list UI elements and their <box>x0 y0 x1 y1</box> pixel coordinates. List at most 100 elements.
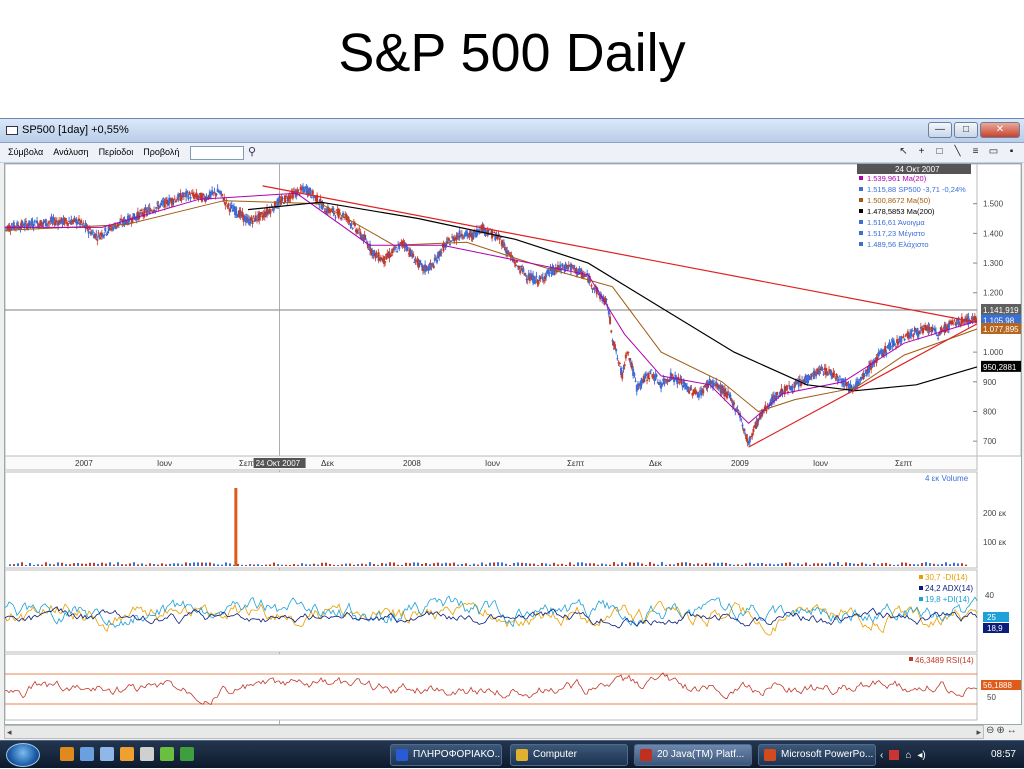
zoom-in-icon[interactable]: ⊕ <box>996 725 1005 736</box>
volume-bar <box>321 562 323 566</box>
candle-body <box>307 189 310 195</box>
taskbar-button-powerpoint[interactable]: Microsoft PowerPo... <box>758 744 876 766</box>
candle-body <box>511 259 514 262</box>
word-icon <box>396 749 408 761</box>
candle-body <box>178 194 181 197</box>
x-tick-label: Σεπτ <box>895 459 913 468</box>
window-titlebar[interactable]: SP500 [1day] +0,55% — □ ✕ <box>0 119 1024 143</box>
minimize-button[interactable]: — <box>928 122 952 138</box>
price-tag-box <box>981 303 1021 315</box>
candle-body <box>847 383 850 390</box>
candle-body <box>358 228 361 230</box>
volume-bar <box>445 562 447 566</box>
candle-body <box>571 264 573 267</box>
save-icon[interactable]: ▪ <box>1009 146 1014 157</box>
candle-body <box>885 351 888 354</box>
candle-body <box>537 280 540 285</box>
candle-body <box>13 225 16 228</box>
show-desktop-icon[interactable] <box>80 747 94 761</box>
volume-bar <box>69 564 71 566</box>
menu-analysis[interactable]: Ανάλυση <box>53 147 89 157</box>
crosshair-date-box <box>253 458 306 468</box>
volume-bar <box>929 563 931 566</box>
candle-body <box>228 208 231 212</box>
candle-body <box>581 274 584 276</box>
candle-body <box>902 336 905 338</box>
scroll-left-icon[interactable]: ◂ <box>7 727 12 737</box>
close-button[interactable]: ✕ <box>980 122 1020 138</box>
taskbar-button-word[interactable]: ΠΛΗΡΟΦΟΡΙΑΚΟ... <box>390 744 502 766</box>
candle-body <box>423 266 426 270</box>
candle-body <box>394 246 397 248</box>
taskbar-button-computer[interactable]: Computer <box>510 744 628 766</box>
crosshair-tool-icon[interactable]: + <box>918 146 925 157</box>
candle-body <box>59 221 62 225</box>
price-tag-box <box>981 360 1021 372</box>
menu-view[interactable]: Προβολή <box>143 147 180 157</box>
tray-app-icon[interactable] <box>889 750 900 760</box>
volume-bar <box>45 562 47 566</box>
candle-body <box>452 236 455 242</box>
candle-body <box>329 211 332 213</box>
candle-body <box>848 384 851 391</box>
menu-periods[interactable]: Περίοδοι <box>98 147 134 157</box>
fit-icon[interactable]: ↔ <box>1006 725 1017 736</box>
switch-windows-icon[interactable] <box>100 747 114 761</box>
chart-area[interactable]: 1.500 1.400 1.300 1.200 1.000 900 800 700 1.141,… <box>4 163 1022 725</box>
rectangle-tool-icon[interactable]: □ <box>936 146 943 157</box>
scroll-right-icon[interactable]: ▸ <box>976 727 981 737</box>
candle-body <box>539 277 542 279</box>
volume-icon[interactable]: ◂) <box>917 749 926 761</box>
ma20-line <box>5 192 978 424</box>
line-tool-icon[interactable]: ╲ <box>954 146 961 157</box>
network-icon[interactable]: ⌂ <box>905 749 912 761</box>
clock: 08:57 <box>990 749 1016 760</box>
volume-bar <box>709 563 711 566</box>
candle-body <box>324 212 327 214</box>
lines-tool-icon[interactable]: ≡ <box>972 146 979 157</box>
java-icon[interactable] <box>140 747 154 761</box>
candle-body <box>708 378 711 383</box>
menu-symbols[interactable]: Σύμβολα <box>8 147 44 157</box>
candle-body <box>194 194 197 196</box>
search-icon[interactable]: ⚲ <box>248 146 257 158</box>
app-icon[interactable] <box>160 747 174 761</box>
candle-body <box>151 211 154 213</box>
volume-bar <box>129 563 131 566</box>
candle-body <box>878 351 881 353</box>
candle-body <box>208 191 211 198</box>
volume-bar <box>645 564 647 566</box>
candle-body <box>312 196 315 199</box>
candle-body <box>57 222 60 226</box>
volume-bar <box>937 564 939 566</box>
app-icon-2[interactable] <box>180 747 194 761</box>
candle-body <box>508 252 511 255</box>
candle-body <box>925 328 928 331</box>
candle-body <box>665 379 668 382</box>
candle-body <box>496 235 499 240</box>
volume-bar <box>925 562 927 566</box>
tray-chevron-icon[interactable]: ‹ <box>880 749 884 761</box>
candle-body <box>275 207 278 209</box>
zoom-out-icon[interactable]: ⊖ <box>986 725 995 736</box>
info-box-row: 1.517,23 Μέγιστο <box>867 229 925 238</box>
frame-tool-icon[interactable]: ▭ <box>988 146 999 157</box>
candle-body <box>479 232 482 234</box>
candle-body <box>391 248 394 253</box>
start-button[interactable] <box>6 743 40 767</box>
candle-body <box>871 363 874 368</box>
pointer-tool-icon[interactable]: ↖ <box>899 146 908 157</box>
candle-body <box>653 378 656 382</box>
candle-body <box>519 270 522 274</box>
candle-body <box>196 195 199 199</box>
candle-body <box>17 224 20 227</box>
candle-body <box>187 196 190 200</box>
horizontal-scrollbar[interactable]: ◂ ▸ <box>4 725 984 739</box>
firefox-icon[interactable] <box>120 747 134 761</box>
taskbar-button-java[interactable]: 20 Java(TM) Platf... <box>634 744 752 766</box>
candle-body <box>873 361 876 364</box>
media-player-icon[interactable] <box>60 747 74 761</box>
volume-panel: 4 εκ Volume 200 εκ 100 εκ <box>4 471 1007 569</box>
symbol-search-input[interactable] <box>190 146 244 160</box>
maximize-button[interactable]: □ <box>954 122 978 138</box>
